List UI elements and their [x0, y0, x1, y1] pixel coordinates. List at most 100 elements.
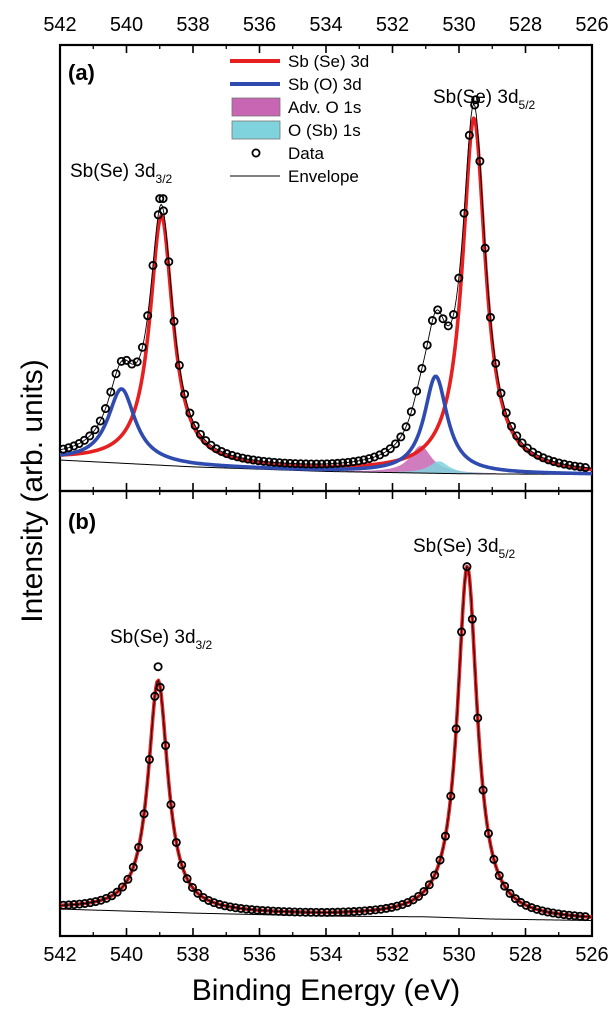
data-point — [220, 901, 230, 911]
panel-a-annotation-3d52: Sb(Se) 3d5/2 — [433, 87, 536, 112]
legend-label: Sb (Se) 3d — [288, 52, 369, 71]
annotation-subscript: 5/2 — [499, 547, 516, 561]
legend-item: Data — [251, 144, 324, 163]
data-point — [570, 911, 580, 921]
data-point — [364, 454, 374, 464]
data-point — [580, 463, 590, 473]
panel-a-curves — [59, 102, 593, 476]
legend-swatch — [231, 97, 281, 117]
panel-b: (b) Sb(Se) 3d3/2 Sb(Se) 3d5/2 — [58, 489, 594, 938]
data-point — [74, 899, 84, 909]
data-point — [128, 862, 138, 872]
data-point — [464, 130, 474, 140]
data-point — [187, 882, 197, 892]
data-point — [449, 310, 459, 320]
data-point — [106, 387, 116, 397]
annotation-base: Sb(Se) 3d — [413, 536, 499, 557]
data-point — [440, 831, 450, 841]
data-point — [417, 363, 427, 373]
data-point — [422, 340, 432, 350]
data-point — [338, 907, 348, 917]
data-point — [500, 881, 510, 891]
bottom-tick-label: 542 — [43, 944, 76, 966]
data-point — [559, 459, 569, 469]
data-point — [134, 842, 144, 852]
data-point — [553, 909, 563, 919]
data-point — [438, 314, 448, 324]
data-point — [296, 459, 306, 469]
data-point — [327, 907, 337, 917]
data-point — [494, 871, 504, 881]
data-point — [485, 312, 495, 322]
legend-label: Sb (O) 3d — [288, 75, 362, 94]
data-point — [238, 453, 248, 463]
data-point — [259, 456, 269, 466]
data-point — [185, 408, 195, 418]
data-point — [195, 429, 205, 439]
data-point — [414, 891, 424, 901]
data-point — [430, 870, 440, 880]
data-point — [507, 421, 517, 431]
data-point — [412, 386, 422, 396]
data-point — [343, 457, 353, 467]
bottom-tick-label: 530 — [442, 944, 475, 966]
bottom-tick-label: 532 — [376, 944, 409, 966]
data-point — [496, 388, 506, 398]
data-point — [227, 450, 237, 460]
data-point — [169, 316, 179, 326]
data-point — [231, 903, 241, 913]
data-point — [232, 452, 242, 462]
data-point — [517, 438, 527, 448]
top-x-tick-labels: 542 540 538 536 534 532 530 528 526 — [43, 14, 608, 36]
data-point — [116, 356, 126, 366]
panel-b-data-points — [58, 562, 590, 922]
data-point — [370, 905, 380, 915]
data-point — [564, 910, 574, 920]
top-tick-label: 540 — [110, 14, 143, 36]
fill-o-sb-1s — [369, 461, 509, 474]
data-point — [344, 907, 354, 917]
data-point — [180, 389, 190, 399]
data-point — [290, 459, 300, 469]
data-point — [253, 456, 263, 466]
data-point — [139, 809, 149, 819]
data-point — [248, 455, 258, 465]
panel-a-legend: Sb (Se) 3d Sb (O) 3d Adv. O 1s O (Sb) 1s Dat… — [230, 52, 369, 186]
panel-a-label: (a) — [68, 60, 95, 85]
data-point — [171, 837, 181, 847]
data-point — [424, 880, 434, 890]
data-point — [306, 459, 316, 469]
data-point — [112, 887, 122, 897]
data-point — [391, 439, 401, 449]
data-point — [333, 907, 343, 917]
data-point — [543, 455, 553, 465]
fill-adv-o-1s — [345, 445, 497, 474]
panel-b-label: (b) — [68, 509, 96, 534]
data-point — [64, 900, 74, 910]
bottom-tick-label: 534 — [309, 944, 342, 966]
data-point — [148, 260, 158, 270]
data-point — [427, 316, 437, 326]
annotation-base: Sb(Se) 3d — [433, 87, 519, 108]
data-point — [190, 421, 200, 431]
data-point — [338, 458, 348, 468]
data-point — [483, 828, 493, 838]
data-point — [575, 911, 585, 921]
data-point — [311, 907, 321, 917]
data-point — [349, 907, 359, 917]
panel-b-annotation-3d52: Sb(Se) 3d5/2 — [413, 536, 516, 561]
annotation-subscript: 3/2 — [156, 172, 173, 186]
annotation-base: Sb(Se) 3d — [70, 161, 156, 182]
envelope-line — [59, 102, 593, 469]
top-tick-label: 536 — [243, 14, 276, 36]
top-tick-label: 530 — [442, 14, 475, 36]
data-point — [317, 459, 327, 469]
data-point — [392, 901, 402, 911]
data-point — [538, 453, 548, 463]
data-point — [79, 435, 89, 445]
data-point — [285, 458, 295, 468]
data-point — [543, 907, 553, 917]
top-tick-label: 542 — [43, 14, 76, 36]
data-point — [275, 458, 285, 468]
data-point — [491, 358, 501, 368]
